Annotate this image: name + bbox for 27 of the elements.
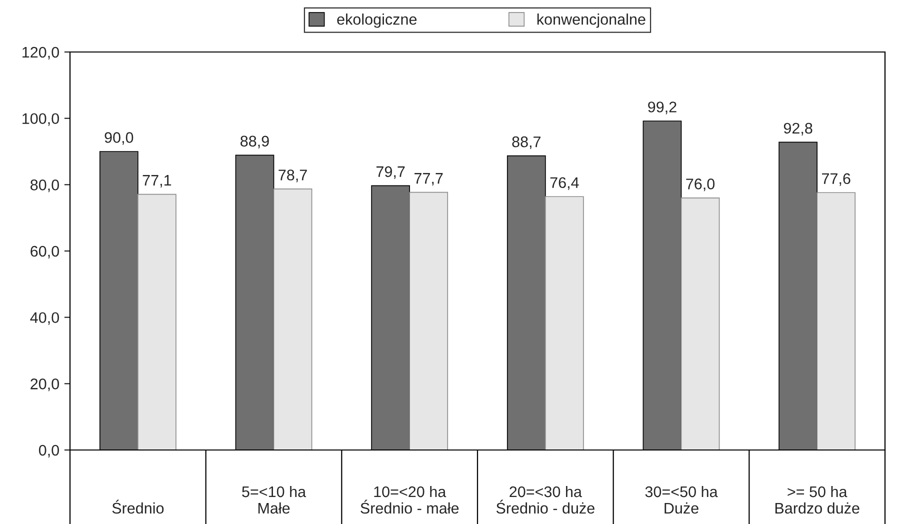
data-label: 77,1 bbox=[142, 175, 172, 188]
data-label: 92,8 bbox=[784, 122, 812, 136]
data-label: 79,7 bbox=[376, 166, 405, 179]
x-tick-label: 5=<10 ha Małe bbox=[242, 486, 306, 514]
x-tick-label: 20=<30 ha Średnio - duże bbox=[496, 486, 594, 514]
data-label: 99,2 bbox=[648, 102, 676, 114]
x-tick-label: 10=<20 ha Średnio - małe bbox=[360, 486, 459, 514]
y-tick-label: 60,0 bbox=[30, 246, 59, 258]
y-tick-label: 100,0 bbox=[22, 113, 59, 126]
x-tick-label: >= 50 ha Bardzo duże bbox=[775, 486, 860, 514]
data-label: 88,9 bbox=[240, 136, 269, 148]
x-tick-label: 30=<50 ha Duże bbox=[645, 486, 718, 514]
y-tick-label: 80,0 bbox=[30, 180, 59, 192]
data-label: 76,0 bbox=[686, 178, 715, 192]
y-tick-label: 0,0 bbox=[38, 444, 59, 458]
legend-label: konwencjonalne bbox=[537, 14, 646, 28]
x-tick-label: Średnio bbox=[112, 500, 164, 514]
y-tick-label: 40,0 bbox=[30, 312, 59, 325]
data-label: 90,0 bbox=[104, 132, 134, 145]
y-tick-label: 20,0 bbox=[30, 378, 59, 392]
legend-label: ekologiczne bbox=[337, 14, 417, 28]
data-label: 78,7 bbox=[278, 170, 307, 182]
data-label: 77,6 bbox=[822, 173, 850, 186]
data-label: 77,7 bbox=[414, 173, 443, 186]
data-label: 88,7 bbox=[512, 136, 540, 150]
y-tick-label: 120,0 bbox=[22, 46, 59, 60]
data-label: 76,4 bbox=[550, 177, 579, 190]
